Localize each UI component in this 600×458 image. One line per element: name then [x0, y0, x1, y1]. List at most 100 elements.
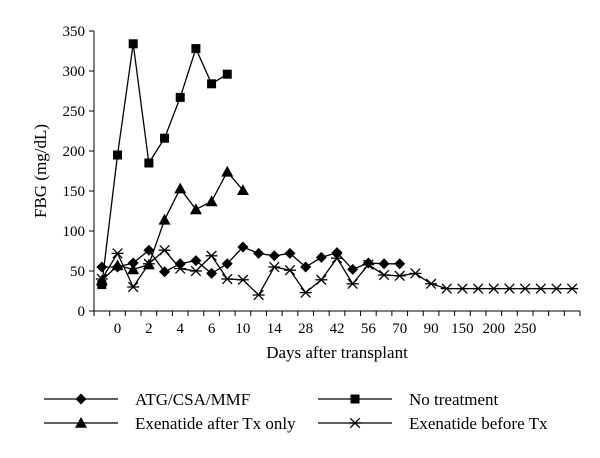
legend-marker — [350, 394, 360, 404]
data-point — [347, 263, 359, 275]
data-point — [331, 252, 343, 264]
data-point — [534, 283, 547, 294]
data-point — [222, 69, 232, 79]
data-point — [111, 259, 124, 271]
data-point — [127, 281, 140, 293]
data-point — [252, 289, 265, 301]
data-point — [393, 270, 406, 282]
data-point — [158, 213, 171, 225]
y-tick-label: 100 — [63, 224, 86, 240]
x-tick-label: 250 — [514, 321, 537, 337]
x-axis-title: Days after transplant — [266, 343, 408, 362]
series-3 — [95, 165, 249, 286]
data-point — [142, 258, 155, 270]
y-tick-label: 350 — [63, 24, 86, 40]
data-point — [346, 278, 359, 290]
legend-item: No treatment — [318, 390, 498, 409]
y-tick-label: 300 — [63, 64, 86, 80]
data-point — [425, 278, 438, 290]
data-point — [174, 182, 187, 194]
axes — [93, 31, 580, 312]
x-tick-label: 4 — [176, 321, 184, 337]
data-point — [190, 255, 202, 267]
y-ticks: 0 50 100 150 200 250 300 350 — [63, 24, 94, 320]
data-point — [519, 283, 532, 294]
data-point — [160, 133, 170, 143]
data-point — [283, 264, 296, 276]
y-tick-label: 50 — [70, 264, 85, 280]
data-point — [127, 257, 139, 269]
legend: ATG/CSA/MMF No treatment Exenatide after T… — [44, 390, 548, 433]
x-tick-label: 70 — [392, 321, 407, 337]
series — [95, 39, 579, 301]
data-point — [378, 258, 390, 270]
data-point — [189, 203, 202, 215]
x-tick-label: 42 — [330, 321, 345, 337]
x-tick-label: 14 — [267, 321, 283, 337]
data-point — [237, 241, 249, 253]
legend-label: No treatment — [409, 390, 498, 409]
data-point — [95, 273, 108, 285]
x-tick-label: 6 — [208, 321, 216, 337]
data-point — [191, 44, 201, 54]
y-tick-label: 150 — [63, 184, 86, 200]
x-tick-label: 200 — [483, 321, 506, 337]
legend-label: Exenatide before Tx — [409, 414, 548, 433]
legend-label: ATG/CSA/MMF — [135, 390, 250, 409]
data-point — [127, 263, 140, 275]
data-point — [394, 258, 406, 270]
data-point — [143, 244, 155, 256]
data-point — [159, 266, 171, 278]
data-point — [315, 251, 327, 263]
data-point — [503, 283, 516, 294]
data-point — [299, 287, 312, 298]
legend-item: Exenatide after Tx only — [44, 414, 296, 433]
data-point — [284, 247, 296, 259]
data-point — [268, 250, 280, 262]
data-point — [472, 283, 485, 294]
data-point — [158, 244, 171, 256]
legend-marker — [75, 393, 87, 405]
data-point — [236, 184, 249, 195]
data-point — [566, 283, 579, 294]
legend-label: Exenatide after Tx only — [135, 414, 296, 433]
data-point — [268, 261, 281, 273]
legend-item: Exenatide before Tx — [318, 414, 548, 433]
data-point — [205, 195, 218, 207]
data-point — [221, 258, 233, 270]
data-point — [440, 283, 453, 294]
data-point — [315, 274, 328, 286]
y-tick-label: 250 — [63, 104, 86, 120]
data-point — [487, 283, 500, 294]
data-point — [175, 92, 185, 102]
x-ticks: 0 2 4 6 10 14 28 42 56 70 90 150 200 250 — [93, 311, 581, 337]
data-point — [205, 250, 218, 262]
data-point — [300, 261, 312, 273]
data-point — [409, 268, 422, 279]
x-tick-label: 150 — [451, 321, 474, 337]
x-tick-label: 28 — [298, 321, 313, 337]
legend-item: ATG/CSA/MMF — [44, 390, 250, 409]
legend-marker — [349, 417, 361, 429]
data-point — [207, 79, 217, 89]
y-tick-label: 0 — [78, 304, 86, 320]
data-point — [550, 283, 563, 294]
y-tick-label: 200 — [63, 144, 86, 160]
data-point — [236, 274, 249, 286]
data-point — [456, 283, 469, 294]
x-tick-label: 90 — [424, 321, 439, 337]
data-point — [111, 248, 124, 259]
x-tick-label: 56 — [361, 321, 377, 337]
data-point — [174, 263, 187, 274]
data-point — [96, 261, 108, 273]
data-point — [113, 150, 123, 160]
data-point — [144, 158, 154, 168]
data-point — [189, 265, 202, 277]
data-point — [206, 267, 218, 279]
series-2 — [97, 39, 232, 290]
data-point — [378, 269, 391, 281]
x-tick-label: 2 — [145, 321, 153, 337]
x-tick-label: 0 — [114, 321, 122, 337]
